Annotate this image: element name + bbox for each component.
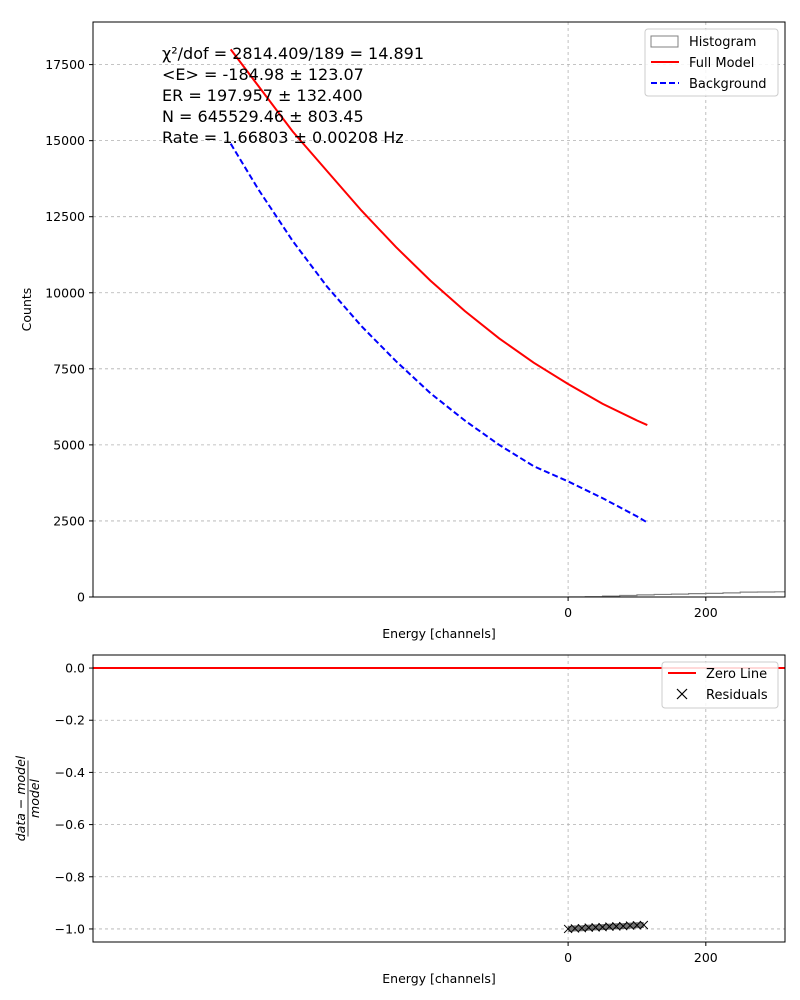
y-tick-label: 7500 (53, 361, 85, 376)
y-tick-label: 0.0 (65, 661, 85, 676)
legend-swatch-histogram (650, 35, 679, 48)
bottom-panel: 0 200 0.0 −0.2 −0.4 −0.6 −0.8 −1.0 Energy [chann… (13, 654, 786, 986)
legend: Zero Line Residuals (661, 661, 779, 709)
fit-annotation: <E> = -184.98 ± 123.07 (162, 65, 364, 84)
y-tick-label: 17500 (45, 57, 85, 72)
fit-annotation: χ²/dof = 2814.409/189 = 14.891 (162, 44, 424, 63)
y-axis-label: Counts (19, 288, 34, 332)
x-axis-label: Energy [channels] (382, 626, 495, 641)
y-tick-label: 12500 (45, 209, 85, 224)
legend: Histogram Full Model Background (644, 28, 779, 97)
y-tick-label: 15000 (45, 133, 85, 148)
y-tick-label: 10000 (45, 285, 85, 300)
y-tick-label: 5000 (53, 437, 85, 452)
x-tick-label: 0 (564, 950, 572, 965)
y-tick-label: −0.6 (55, 817, 85, 832)
x-axis-label: Energy [channels] (382, 971, 495, 986)
legend-label-zero-line: Zero Line (706, 667, 767, 682)
y-tick-label: −0.2 (55, 713, 85, 728)
y-axis-label-denominator: model (27, 779, 42, 818)
top-panel: 0 200 0 2500 5000 7500 10000 12500 15000 17500 Ene… (19, 21, 786, 641)
legend-label-full-model: Full Model (689, 56, 754, 71)
residuals-band (567, 922, 644, 932)
axes-frame (92, 21, 786, 598)
x-tick-label: 0 (564, 605, 572, 620)
y-tick-label: 0 (77, 590, 85, 605)
y-tick-label: −1.0 (55, 921, 85, 936)
fit-annotation: Rate = 1.66803 ± 0.00208 Hz (162, 128, 404, 147)
x-tick-label: 200 (694, 950, 718, 965)
y-tick-label: −0.4 (55, 765, 85, 780)
legend-label-background: Background (689, 77, 767, 92)
x-tick-label: 200 (694, 605, 718, 620)
legend-label-residuals: Residuals (706, 688, 768, 703)
fit-annotation: N = 645529.46 ± 803.45 (162, 107, 364, 126)
plot-area (229, 48, 785, 597)
background-series-line (229, 143, 648, 524)
y-tick-label: −0.8 (55, 869, 85, 884)
legend-swatch-residuals (676, 688, 688, 700)
full-model-series-line (229, 48, 648, 427)
axes-frame (92, 654, 786, 943)
y-axis-label-fraction: data − model model (13, 755, 42, 841)
y-tick-label: 2500 (53, 513, 85, 528)
fit-annotation: ER = 197.957 ± 132.400 (162, 86, 363, 105)
histogram-series-line (568, 591, 785, 597)
y-axis-label-numerator: data − model (13, 755, 28, 841)
legend-label-histogram: Histogram (689, 35, 756, 50)
